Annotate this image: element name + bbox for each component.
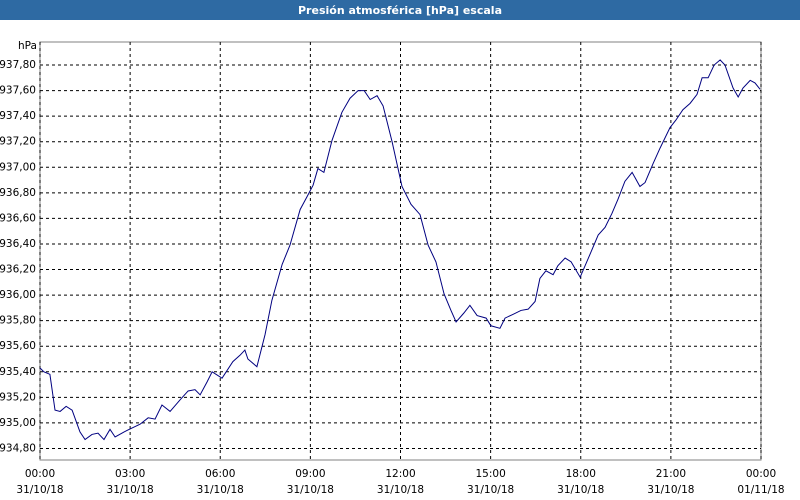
- x-tick-label: 00:00: [746, 468, 776, 480]
- y-tick-label: 935,80: [0, 315, 36, 327]
- x-tick-label: 09:00: [295, 468, 325, 480]
- y-tick-label: 934,80: [0, 442, 36, 454]
- y-tick-label: 936,80: [0, 187, 36, 199]
- y-tick-label: 936,20: [0, 264, 36, 276]
- y-tick-label: 936,40: [0, 238, 36, 250]
- x-tick-date: 31/10/18: [467, 484, 514, 496]
- x-tick-label: 06:00: [205, 468, 235, 480]
- x-tick-date: 31/10/18: [287, 484, 334, 496]
- x-tick-label: 03:00: [115, 468, 145, 480]
- chart-title: Presión atmosférica [hPa] escala: [298, 4, 502, 17]
- y-tick-label: 937,60: [0, 85, 36, 97]
- title-bar: [0, 0, 800, 20]
- y-tick-label: 937,20: [0, 136, 36, 148]
- x-tick-label: 00:00: [25, 468, 55, 480]
- x-tick-date: 31/10/18: [197, 484, 244, 496]
- y-unit: hPa: [18, 40, 37, 52]
- x-tick-date: 31/10/18: [647, 484, 694, 496]
- data-line: [39, 59, 761, 441]
- x-tick-date: 31/10/18: [16, 484, 63, 496]
- x-tick-date: 31/10/18: [107, 484, 154, 496]
- y-tick-label: 937,80: [0, 59, 36, 71]
- x-tick-date: 31/10/18: [377, 484, 424, 496]
- x-tick-label: 15:00: [475, 468, 505, 480]
- x-tick-label: 21:00: [656, 468, 686, 480]
- x-tick-label: 12:00: [385, 468, 415, 480]
- x-tick-date: 31/10/18: [557, 484, 604, 496]
- y-tick-label: 935,00: [0, 417, 36, 429]
- y-tick-label: 937,40: [0, 110, 36, 122]
- y-tick-label: 935,60: [0, 340, 36, 352]
- y-tick-label: 935,20: [0, 391, 36, 403]
- x-tick-label: 18:00: [566, 468, 596, 480]
- y-tick-label: 936,00: [0, 289, 36, 301]
- x-tick-date: 01/11/18: [737, 484, 784, 496]
- y-tick-label: 937,00: [0, 161, 36, 173]
- y-tick-label: 935,40: [0, 366, 36, 378]
- y-tick-label: 936,60: [0, 212, 36, 224]
